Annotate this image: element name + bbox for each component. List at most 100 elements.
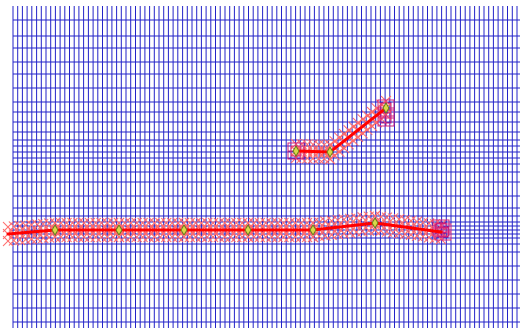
x-mark-icon [178,231,190,243]
x-mark-icon [196,231,207,243]
x-mark-icon [67,231,78,243]
x-mark-icon [119,231,131,243]
x-mark-stroke [236,231,248,243]
x-mark-icon [296,152,308,164]
x-mark-icon [295,231,307,243]
x-mark-stroke [254,231,266,243]
x-mark-stroke [313,153,325,165]
x-mark-icon [172,231,184,243]
x-mark-stroke [338,142,350,154]
x-mark-stroke [213,231,225,243]
x-mark-stroke [260,231,272,243]
x-mark-icon [131,231,143,243]
x-mark-stroke [172,231,184,243]
x-mark-icon [278,231,289,243]
x-mark-stroke [301,231,313,243]
x-mark-stroke [307,153,319,164]
x-mark-icon [78,231,90,243]
x-mark-icon [207,231,219,243]
x-mark-stroke [248,231,260,243]
x-mark-stroke [278,231,289,243]
x-mark-icon [254,231,266,243]
x-mark-stroke [184,231,196,243]
grid-layer [12,6,520,328]
x-mark-stroke [143,231,154,243]
x-mark-icon [289,231,301,243]
x-mark-icon [184,231,196,243]
x-mark-icon [272,231,283,243]
x-mark-stroke [366,120,378,132]
x-mark-icon [313,153,325,165]
x-mark-stroke [90,231,102,243]
x-mark-stroke [296,152,308,164]
x-mark-stroke [160,231,172,243]
x-mark-stroke [347,135,359,147]
x-mark-stroke [318,153,330,165]
x-mark-icon [301,231,313,243]
x-mark-stroke [125,231,137,243]
x-mark-icon [102,231,113,243]
x-mark-stroke [190,231,201,243]
diamond-node-icon[interactable] [51,224,59,236]
x-mark-stroke [155,231,166,243]
x-mark-stroke [219,231,231,243]
x-mark-stroke [266,231,277,243]
x-mark-icon [231,231,242,243]
x-mark-stroke [84,231,96,243]
x-mark-icon [84,231,96,243]
diamond-node-icon[interactable] [115,224,123,236]
x-mark-icon [90,231,102,243]
x-mark-stroke [119,231,131,243]
x-mark-stroke [196,231,207,243]
x-mark-icon [284,231,295,243]
x-mark-icon [201,231,213,243]
x-mark-icon [143,231,154,243]
x-mark-icon [149,231,160,243]
x-mark-stroke [166,231,178,243]
diamond-node-icon[interactable] [371,217,379,229]
diamond-node-icon[interactable] [326,146,334,158]
diamond-node-icon[interactable] [292,145,300,157]
x-mark-icon [242,231,254,243]
x-mark-icon [155,231,166,243]
x-mark-icon [107,231,119,243]
x-mark-stroke [96,231,107,243]
x-mark-stroke [361,124,373,136]
x-mark-stroke [149,231,160,243]
x-mark-stroke [295,231,307,243]
diamond-node-icon[interactable] [309,224,317,236]
x-mark-stroke [231,231,242,243]
x-mark-stroke [371,116,383,128]
x-mark-stroke [357,127,369,139]
x-mark-icon [219,231,231,243]
x-mark-icon [166,231,178,243]
x-mark-icon [324,153,336,165]
x-mark-stroke [272,231,283,243]
diamond-node-icon[interactable] [180,224,188,236]
route-path-lower[interactable] [6,221,443,236]
x-mark-icon [137,231,148,243]
x-mark-icon [225,231,236,243]
x-mark-stroke [107,231,119,243]
x-mark-icon [318,153,330,165]
diamond-node-icon[interactable] [244,224,252,236]
x-mark-stroke [131,231,143,243]
x-mark-icon [307,153,319,164]
x-mark-stroke [201,231,213,243]
x-mark-icon [236,231,248,243]
x-mark-stroke [78,231,90,243]
x-mark-stroke [289,231,301,243]
x-mark-stroke [207,231,219,243]
diamond-node-icon[interactable] [382,102,390,114]
x-mark-stroke [242,231,254,243]
x-mark-icon [266,231,277,243]
x-mark-icon [213,231,225,243]
x-mark-stroke [113,231,125,243]
x-mark-icon [248,231,260,243]
x-mark-stroke [284,231,295,243]
x-mark-stroke [225,231,236,243]
x-mark-icon [260,231,272,243]
node-layer [51,102,390,236]
